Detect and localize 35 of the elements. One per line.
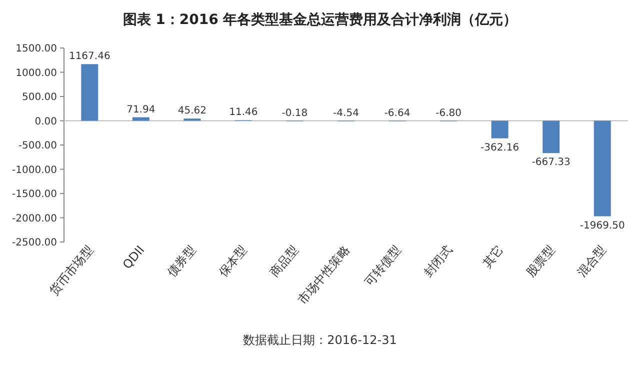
x-tick-label: 其它 [480,242,506,270]
bar [594,120,611,216]
data-label: -4.54 [333,108,359,119]
data-label: -0.18 [282,108,308,119]
y-tick-label: -2000.00 [12,213,57,224]
y-tick-label: -1500.00 [12,189,57,200]
bar [542,120,560,154]
data-label: -1969.50 [580,220,625,232]
bar [81,64,98,121]
y-tick-label: -2500.00 [12,238,57,248]
text: 数据截止日期：2016-12-31 [243,333,397,347]
data-label: -6.64 [384,108,410,119]
data-label: 11.46 [229,107,258,118]
x-tick-label: 混合型 [574,242,609,280]
y-tick-label: 0.00 [34,116,57,128]
x-tick-label: 债券型 [164,242,198,280]
x-tick-label: 商品型 [267,242,302,280]
x-tick-label: 股票型 [524,242,558,280]
y-tick-label: 500.00 [22,92,57,103]
data-label: -667.33 [532,157,570,168]
x-tick-label: 封闭式 [420,242,455,280]
x-tick-label: 可转债型 [362,242,404,289]
bar [132,117,150,121]
y-tick-label: -1000.00 [12,164,57,176]
data-label: -362.16 [480,142,520,154]
bar [491,120,508,138]
y-tick-label: 1000.00 [16,68,57,79]
data-label: 71.94 [126,104,156,116]
data-label: 45.62 [178,106,206,117]
data-label: 1167.46 [68,51,110,62]
y-tick-label: 1500.00 [16,44,57,54]
data-label: -6.80 [436,108,462,119]
chart-title: 图表 1：2016 年各类型基金总运营费用及合计净利润（亿元） [122,11,518,28]
y-tick-label: -500.00 [18,140,57,152]
x-tick-label: 保本型 [216,242,250,280]
